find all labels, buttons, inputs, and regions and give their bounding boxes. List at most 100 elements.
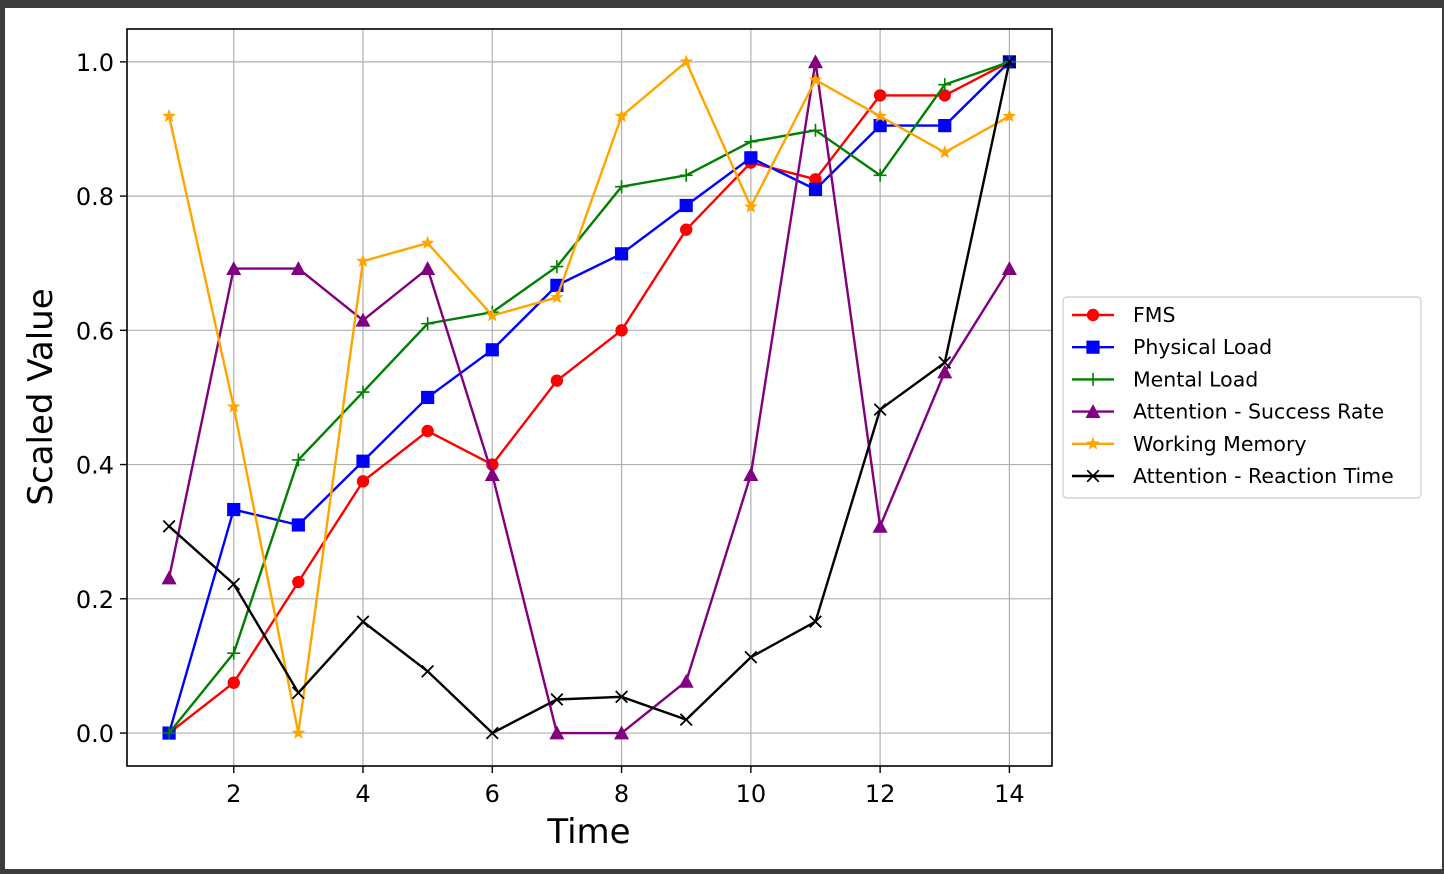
data-point-marker xyxy=(614,725,630,740)
y-axis-label: Scaled Value xyxy=(21,288,61,505)
data-point-marker xyxy=(937,364,953,379)
y-tick-label: 0.0 xyxy=(76,720,114,748)
series-4 xyxy=(162,54,1017,739)
data-point-marker xyxy=(679,198,693,213)
data-point-marker xyxy=(938,89,951,102)
grid xyxy=(127,29,1052,766)
data-point-marker xyxy=(484,467,500,482)
data-point-marker xyxy=(550,374,564,387)
x-tick-label: 4 xyxy=(355,780,370,808)
data-point-marker xyxy=(809,173,822,186)
data-point-marker xyxy=(291,725,306,739)
data-point-marker xyxy=(1086,469,1100,483)
legend-item: FMS xyxy=(1072,303,1176,327)
data-point-marker xyxy=(549,725,565,740)
legend-label: Working Memory xyxy=(1133,432,1307,456)
x-tick-label: 10 xyxy=(736,780,767,808)
data-point-marker xyxy=(162,726,176,740)
series-1 xyxy=(162,55,1016,740)
data-point-marker xyxy=(743,199,758,213)
data-point-marker xyxy=(162,519,176,533)
data-point-marker xyxy=(615,180,629,194)
data-point-marker xyxy=(809,615,822,629)
data-point-marker xyxy=(873,168,887,182)
data-point-marker xyxy=(808,123,822,137)
data-point-marker xyxy=(227,502,241,517)
data-point-marker xyxy=(873,403,887,416)
series-3 xyxy=(161,54,1017,740)
data-point-marker xyxy=(356,385,370,399)
data-point-marker xyxy=(938,356,952,369)
series-line xyxy=(167,60,1010,735)
data-point-marker xyxy=(615,324,628,337)
data-point-marker xyxy=(679,168,693,182)
data-point-marker xyxy=(938,119,952,133)
data-point-marker xyxy=(678,673,694,688)
data-point-marker xyxy=(680,223,693,236)
series-line xyxy=(168,61,1011,735)
data-point-marker xyxy=(162,109,176,123)
data-point-marker xyxy=(873,119,887,133)
data-point-marker xyxy=(808,72,823,86)
data-point-marker xyxy=(1086,372,1100,386)
legend-item: Attention - Reaction Time xyxy=(1072,464,1394,488)
data-point-marker xyxy=(937,145,952,159)
legend-item: Physical Load xyxy=(1072,335,1272,359)
data-point-marker xyxy=(421,317,435,331)
data-point-marker xyxy=(421,390,435,405)
data-point-marker xyxy=(291,686,305,700)
data-point-marker xyxy=(744,135,758,149)
series-0 xyxy=(162,55,1016,740)
data-point-marker xyxy=(550,693,564,706)
legend: FMS Physical Load Mental Load Attention - S… xyxy=(1062,296,1422,499)
series-2 xyxy=(162,55,1016,740)
data-point-marker xyxy=(420,261,436,275)
series-layer xyxy=(161,54,1017,740)
data-point-marker xyxy=(744,650,758,664)
legend-item: Mental Load xyxy=(1072,367,1258,391)
y-tick-label: 0.6 xyxy=(76,317,114,345)
data-point-marker xyxy=(356,454,370,468)
y-tick-label: 1.0 xyxy=(76,49,114,77)
data-point-marker xyxy=(291,518,305,532)
legend-item: Working Memory xyxy=(1072,432,1307,456)
data-point-marker xyxy=(614,247,629,261)
legend-box xyxy=(1062,296,1422,499)
y-tick-label: 0.8 xyxy=(76,183,114,211)
data-point-marker xyxy=(679,54,694,68)
y-tick-label: 0.4 xyxy=(76,452,114,480)
data-point-marker xyxy=(1002,109,1017,123)
x-tick-label: 14 xyxy=(994,780,1025,808)
data-point-marker xyxy=(550,260,564,274)
data-point-marker xyxy=(744,151,758,165)
data-point-marker xyxy=(614,109,629,123)
series-line xyxy=(168,60,1010,734)
data-point-marker xyxy=(355,312,371,327)
legend-label: Mental Load xyxy=(1133,367,1258,391)
data-point-marker xyxy=(1086,308,1100,322)
data-point-marker xyxy=(356,254,370,268)
series-line xyxy=(168,60,1010,734)
data-point-marker xyxy=(421,664,435,678)
data-point-marker xyxy=(420,235,435,249)
data-point-marker xyxy=(1086,340,1100,354)
data-point-marker xyxy=(550,290,564,304)
data-point-marker xyxy=(227,577,241,591)
x-tick-label: 6 xyxy=(485,780,500,808)
legend-label: FMS xyxy=(1133,303,1176,327)
x-axis-ticks: 2 4 6 8 10 12 14 xyxy=(226,766,1025,808)
data-point-marker xyxy=(1086,436,1100,450)
data-point-marker xyxy=(938,78,952,92)
data-point-marker xyxy=(679,713,693,727)
data-point-marker xyxy=(227,646,241,660)
data-point-marker xyxy=(227,676,240,689)
data-point-marker xyxy=(807,54,823,69)
x-tick-label: 2 xyxy=(226,780,241,808)
data-point-marker xyxy=(1085,404,1101,418)
y-tick-label: 0.2 xyxy=(76,586,114,614)
data-point-marker xyxy=(226,399,241,413)
series-line xyxy=(167,60,1011,734)
data-point-marker xyxy=(161,570,177,585)
legend-label: Physical Load xyxy=(1133,335,1272,359)
